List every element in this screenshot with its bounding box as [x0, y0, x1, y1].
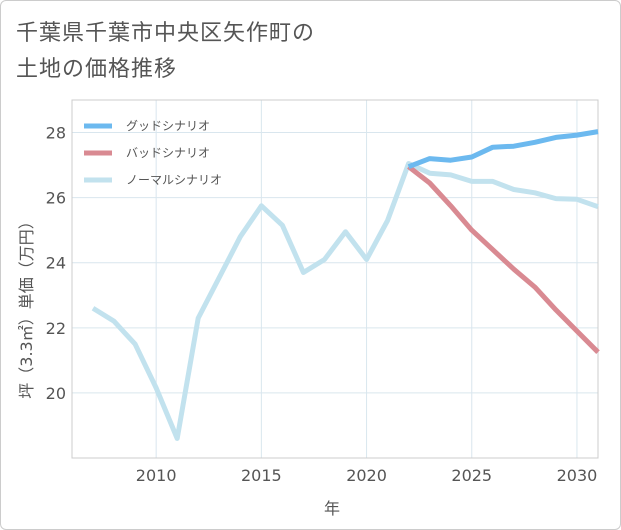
x-tick-label: 2010 — [136, 466, 177, 485]
y-tick-label: 26 — [46, 189, 66, 208]
x-tick-label: 2015 — [241, 466, 282, 485]
x-tick-label: 2030 — [557, 466, 598, 485]
series-lines — [91, 129, 600, 441]
series-line-1 — [407, 164, 600, 354]
axis-ticks: 2010 2015 2020 2025 2030 20 22 24 26 28 — [46, 124, 598, 485]
legend-label-0: グッドシナリオ — [126, 119, 210, 133]
legend-label-2: ノーマルシナリオ — [126, 173, 222, 187]
series-line-2 — [91, 161, 599, 441]
x-axis-label: 年 — [324, 499, 340, 518]
x-tick-label: 2020 — [346, 466, 387, 485]
plot-area-border — [71, 99, 599, 459]
y-tick-label: 22 — [46, 319, 66, 338]
series-line-0 — [407, 129, 599, 170]
y-tick-label: 28 — [46, 124, 66, 143]
chart-title: 千葉県千葉市中央区矢作町の 土地の価格推移 — [16, 16, 315, 88]
y-axis-label: 坪（3.3㎡）単価（万円） — [17, 213, 36, 398]
legend-label-1: バッドシナリオ — [126, 146, 210, 160]
title-line-1: 千葉県千葉市中央区矢作町の — [16, 21, 316, 46]
title-line-2: 土地の価格推移 — [16, 57, 178, 82]
y-tick-label: 20 — [46, 384, 66, 403]
x-tick-label: 2025 — [451, 466, 492, 485]
y-tick-label: 24 — [46, 254, 66, 273]
